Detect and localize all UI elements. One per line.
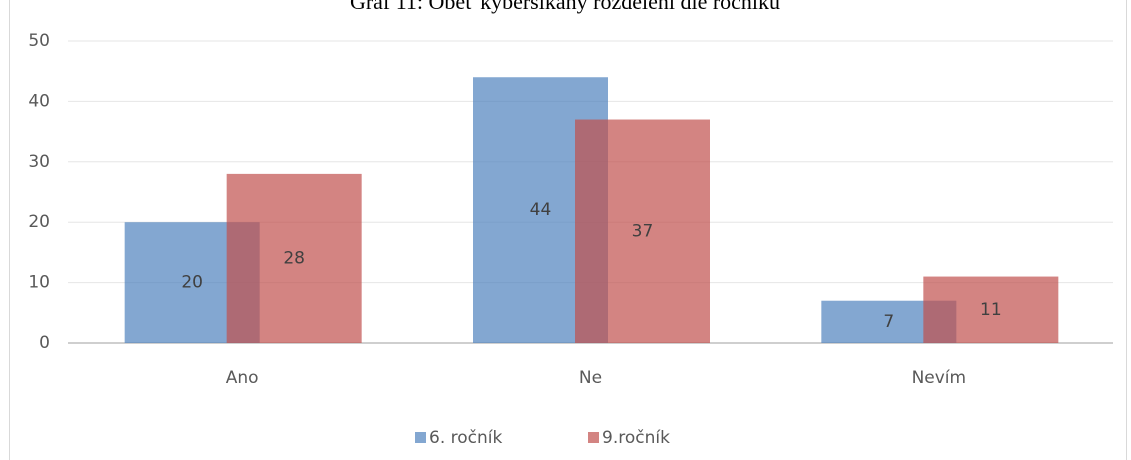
legend-swatch — [588, 432, 599, 443]
bar — [226, 173, 362, 343]
legend-label: 9.ročník — [602, 428, 670, 448]
bar — [923, 276, 1059, 343]
bar — [575, 119, 710, 344]
x-tick-label: Nevím — [912, 368, 967, 388]
legend-label: 6. ročník — [429, 428, 502, 448]
data-label: 28 — [283, 248, 305, 268]
data-label: 37 — [632, 221, 654, 241]
data-label: 11 — [980, 300, 1002, 320]
y-tick-label: 10 — [28, 273, 50, 293]
x-tick-label: Ne — [579, 368, 602, 388]
chart-frame — [9, 0, 1127, 460]
legend-swatch — [415, 432, 426, 443]
y-tick-label: 50 — [28, 31, 50, 51]
y-tick-label: 0 — [39, 333, 50, 353]
data-label: 7 — [883, 312, 894, 332]
y-tick-label: 40 — [28, 91, 50, 111]
data-label: 20 — [181, 273, 203, 293]
y-tick-label: 20 — [28, 212, 50, 232]
data-label: 44 — [530, 200, 552, 220]
chart-title: Graf 11: Oběť kyberšikany rozdělení dle … — [350, 0, 780, 14]
x-tick-label: Ano — [226, 368, 259, 388]
y-tick-label: 30 — [28, 152, 50, 172]
